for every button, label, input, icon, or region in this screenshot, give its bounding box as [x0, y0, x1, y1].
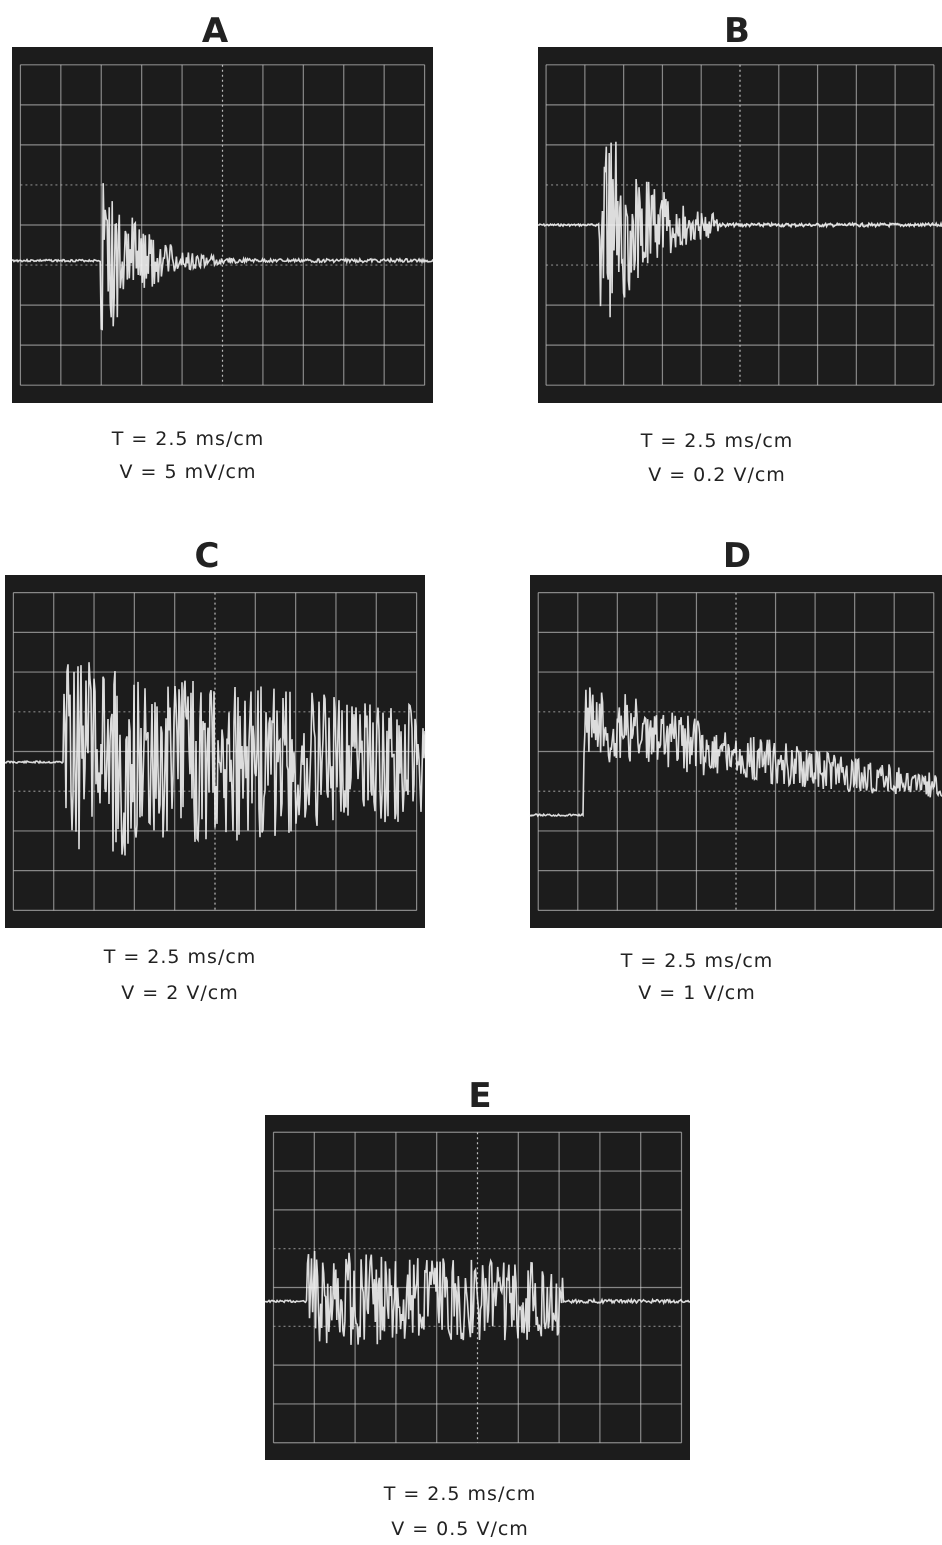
time-scale: T = 2.5 ms/cm: [383, 1483, 537, 1505]
time-scale: T = 2.5 ms/cm: [620, 950, 774, 972]
time-scale: T = 2.5 ms/cm: [111, 428, 265, 450]
voltage-scale: V = 1 V/cm: [638, 982, 755, 1004]
panel-label: D: [723, 536, 751, 576]
voltage-scale: V = 0.5 V/cm: [391, 1518, 529, 1540]
voltage-scale: V = 2 V/cm: [121, 982, 238, 1004]
figure: A T = 2.5 ms/cm V = 5 mV/cm B T = 2.5 ms…: [0, 0, 942, 1545]
panel-label: A: [202, 11, 229, 51]
panel-label: C: [195, 536, 220, 576]
time-scale: T = 2.5 ms/cm: [640, 430, 794, 452]
panel-label: E: [468, 1076, 491, 1116]
voltage-scale: V = 0.2 V/cm: [648, 464, 786, 486]
panel-label: B: [724, 11, 750, 51]
voltage-scale: V = 5 mV/cm: [120, 461, 257, 483]
time-scale: T = 2.5 ms/cm: [103, 946, 257, 968]
